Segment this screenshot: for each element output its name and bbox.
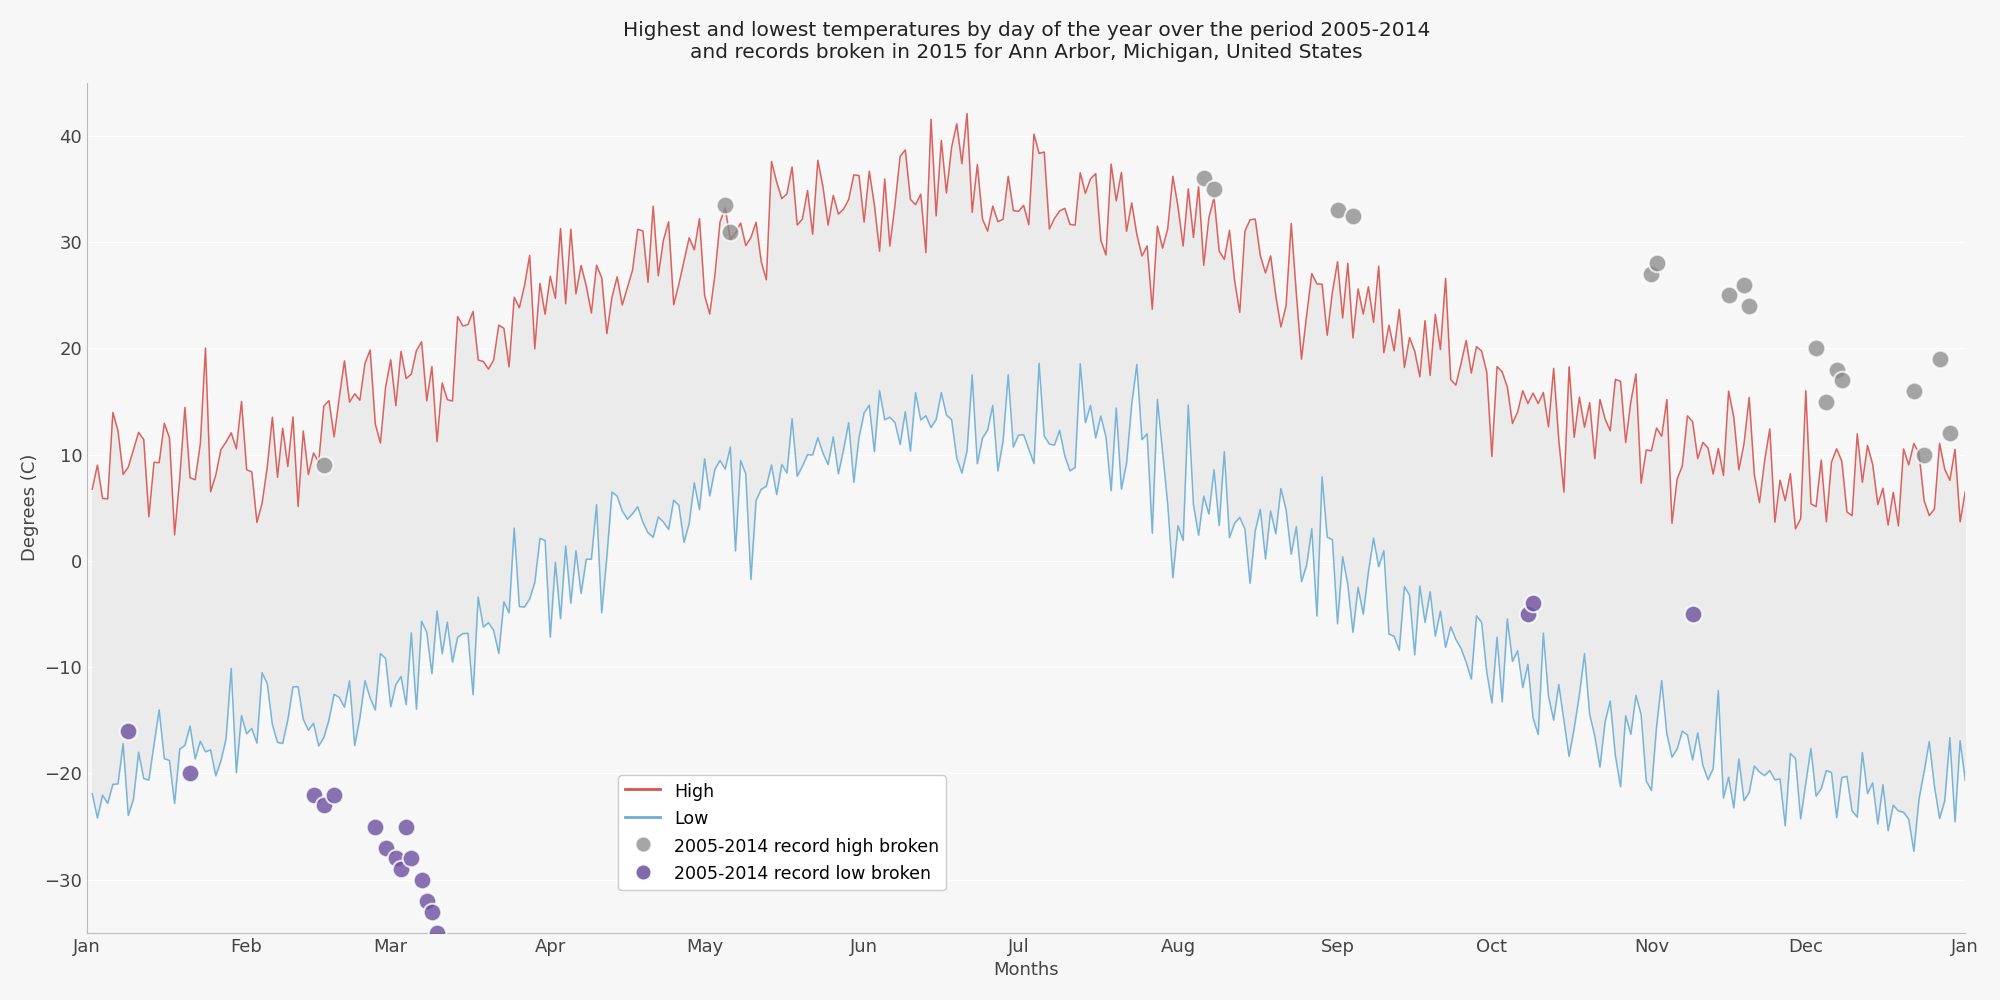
Point <box>1188 170 1220 186</box>
Y-axis label: Degrees (C): Degrees (C) <box>20 454 38 561</box>
Point <box>390 819 422 835</box>
Point <box>416 904 448 920</box>
Point <box>1898 383 1930 399</box>
Point <box>380 850 412 866</box>
Point <box>1336 208 1368 224</box>
Point <box>422 925 454 941</box>
Point <box>112 723 144 739</box>
Point <box>308 797 340 813</box>
Point <box>1712 287 1744 303</box>
Point <box>1728 277 1760 293</box>
Point <box>1676 606 1708 622</box>
Point <box>1640 255 1672 271</box>
Point <box>370 840 402 856</box>
Point <box>308 457 340 473</box>
Point <box>406 872 438 888</box>
Point <box>318 787 350 803</box>
Point <box>410 893 442 909</box>
Point <box>1512 606 1544 622</box>
Point <box>1934 425 1966 441</box>
Point <box>1322 202 1354 218</box>
Point <box>298 787 330 803</box>
Point <box>1636 266 1668 282</box>
Point <box>174 765 206 781</box>
Point <box>386 861 418 877</box>
Point <box>1820 362 1852 378</box>
Point <box>1734 298 1766 314</box>
Point <box>1908 447 1940 463</box>
Point <box>1810 394 1842 410</box>
Title: Highest and lowest temperatures by day of the year over the period 2005-2014
and: Highest and lowest temperatures by day o… <box>622 21 1430 62</box>
Point <box>1800 340 1832 356</box>
Point <box>1518 595 1550 611</box>
Point <box>360 819 392 835</box>
Legend: High, Low, 2005-2014 record high broken, 2005-2014 record low broken: High, Low, 2005-2014 record high broken,… <box>618 775 946 890</box>
Point <box>396 850 428 866</box>
Point <box>1826 372 1858 388</box>
Point <box>1198 181 1230 197</box>
X-axis label: Months: Months <box>994 961 1060 979</box>
Point <box>714 224 746 240</box>
Point <box>1924 351 1956 367</box>
Point <box>710 197 742 213</box>
